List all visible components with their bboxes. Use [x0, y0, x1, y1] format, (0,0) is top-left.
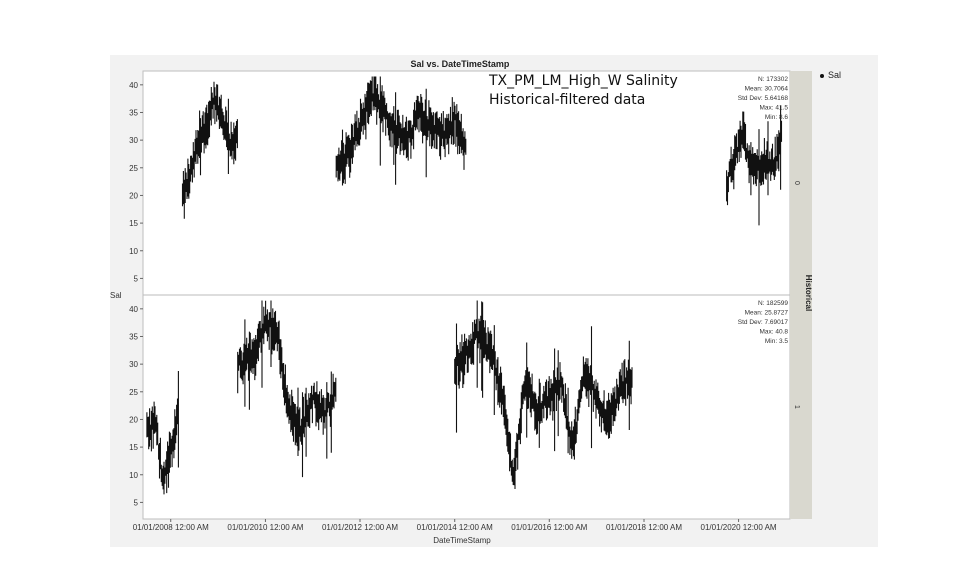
y-tick-label: 10	[129, 471, 138, 480]
data-layer	[146, 76, 783, 495]
summary-stat: Mean: 25.8727	[745, 310, 789, 317]
sal-series	[146, 371, 179, 495]
y-tick-label: 5	[134, 274, 139, 283]
legend-label: Sal	[828, 70, 842, 80]
y-tick-label: 5	[134, 498, 139, 507]
sal-series	[726, 105, 783, 226]
x-tick-label: 01/01/2008 12:00 AM	[133, 523, 209, 532]
y-tick-label: 35	[129, 332, 138, 341]
summary-stat: Std Dev: 7.69017	[738, 319, 789, 326]
summary-stat: N: 182599	[758, 300, 788, 307]
group-value-label: 0	[793, 181, 800, 185]
y-tick-label: 40	[129, 305, 138, 314]
y-tick-label: 15	[129, 219, 138, 228]
group-strip	[790, 71, 812, 519]
annotation-line-2: Historical-filtered data	[489, 92, 646, 108]
x-tick-label: 01/01/2016 12:00 AM	[511, 523, 587, 532]
y-tick-label: 15	[129, 443, 138, 452]
x-tick-label: 01/01/2020 12:00 AM	[701, 523, 777, 532]
y-tick-label: 30	[129, 136, 138, 145]
chart-annotation: TX_PM_LM_High_W Salinity Historical-filt…	[489, 72, 678, 110]
summary-stat: Std Dev: 5.64168	[738, 95, 789, 102]
y-tick-label: 40	[129, 81, 138, 90]
summary-stat: Min: 8.6	[765, 114, 789, 121]
legend-marker	[820, 73, 824, 78]
summary-stat: Max: 41.5	[759, 105, 788, 112]
y-tick-label: 20	[129, 191, 138, 200]
x-tick-label: 01/01/2018 12:00 AM	[606, 523, 682, 532]
x-tick-label: 01/01/2012 12:00 AM	[322, 523, 398, 532]
x-tick-label: 01/01/2014 12:00 AM	[417, 523, 493, 532]
plot-frame-layer	[142, 70, 812, 520]
x-axis-label: DateTimeStamp	[433, 536, 491, 545]
group-value-label: 1	[793, 405, 800, 409]
summary-stat: Max: 40.8	[759, 329, 788, 336]
y-axis-label: Sal	[110, 291, 122, 300]
sal-series	[454, 300, 633, 489]
annotation-line-1: TX_PM_LM_High_W Salinity	[489, 73, 678, 89]
legend: Sal	[820, 70, 841, 80]
y-tick-label: 20	[129, 415, 138, 424]
y-tick-label: 10	[129, 247, 138, 256]
y-tick-label: 35	[129, 108, 138, 117]
summary-stat: N: 173302	[758, 76, 788, 83]
sal-series	[181, 81, 238, 219]
summary-stat: Min: 3.5	[765, 338, 789, 345]
summary-stat: Mean: 30.7064	[745, 86, 789, 93]
y-tick-label: 25	[129, 164, 138, 173]
y-tick-label: 25	[129, 388, 138, 397]
group-strip-label: Historical	[804, 275, 813, 311]
x-tick-label: 01/01/2010 12:00 AM	[227, 523, 303, 532]
sal-series	[335, 76, 467, 186]
y-tick-label: 30	[129, 360, 138, 369]
sal-series	[237, 300, 337, 478]
chart-title: Sal vs. DateTimeStamp	[411, 59, 510, 69]
